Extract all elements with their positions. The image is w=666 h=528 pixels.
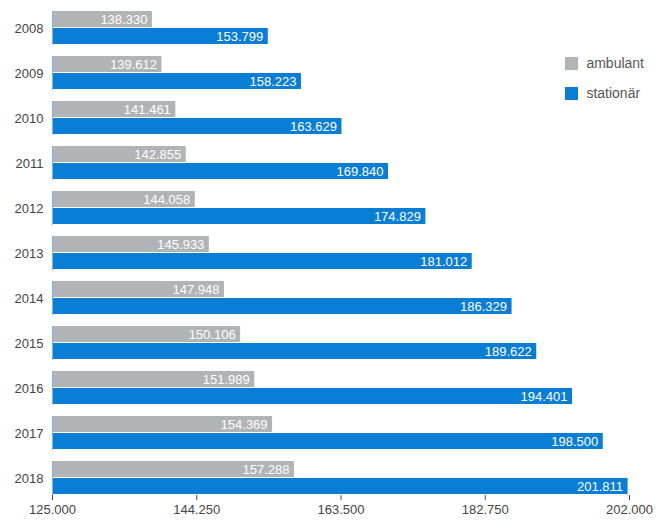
svg-text:157.288: 157.288 <box>242 462 289 477</box>
svg-text:2009: 2009 <box>15 66 44 81</box>
svg-text:194.401: 194.401 <box>521 389 568 404</box>
svg-text:154.369: 154.369 <box>221 417 268 432</box>
svg-text:2017: 2017 <box>15 426 44 441</box>
svg-text:163.629: 163.629 <box>290 119 337 134</box>
svg-text:189.622: 189.622 <box>485 344 532 359</box>
svg-text:2014: 2014 <box>15 291 44 306</box>
svg-text:138.330: 138.330 <box>100 12 147 27</box>
svg-text:182.750: 182.750 <box>462 502 509 517</box>
svg-text:147.948: 147.948 <box>172 282 219 297</box>
svg-text:2018: 2018 <box>15 471 44 486</box>
svg-text:181.012: 181.012 <box>420 254 467 269</box>
svg-text:169.840: 169.840 <box>337 164 384 179</box>
svg-text:150.106: 150.106 <box>189 327 236 342</box>
svg-text:125.000: 125.000 <box>29 502 76 517</box>
svg-text:2011: 2011 <box>16 156 44 171</box>
svg-text:2013: 2013 <box>15 246 44 261</box>
html-text:ambulant: ambulant <box>586 55 644 71</box>
svg-text:144.058: 144.058 <box>143 192 190 207</box>
svg-text:201.811: 201.811 <box>577 479 623 494</box>
svg-text:141.461: 141.461 <box>124 102 171 117</box>
svg-text:145.933: 145.933 <box>157 237 204 252</box>
svg-text:163.500: 163.500 <box>318 502 365 517</box>
svg-text:2016: 2016 <box>15 381 44 396</box>
svg-text:2012: 2012 <box>15 201 44 216</box>
svg-text:2008: 2008 <box>15 21 44 36</box>
svg-text:153.799: 153.799 <box>216 29 263 44</box>
svg-text:2015: 2015 <box>15 336 44 351</box>
svg-text:158.223: 158.223 <box>249 74 296 89</box>
svg-text:142.855: 142.855 <box>134 147 181 162</box>
svg-text:139.612: 139.612 <box>110 57 157 72</box>
svg-text:151.989: 151.989 <box>203 372 250 387</box>
svg-text:2010: 2010 <box>15 111 44 126</box>
svg-text:174.829: 174.829 <box>374 209 421 224</box>
svg-text:202.000: 202.000 <box>606 502 653 517</box>
svg-text:144.250: 144.250 <box>173 502 220 517</box>
html-text:stationär: stationär <box>586 85 641 101</box>
svg-text:198.500: 198.500 <box>551 434 598 449</box>
svg-text:186.329: 186.329 <box>460 299 507 314</box>
